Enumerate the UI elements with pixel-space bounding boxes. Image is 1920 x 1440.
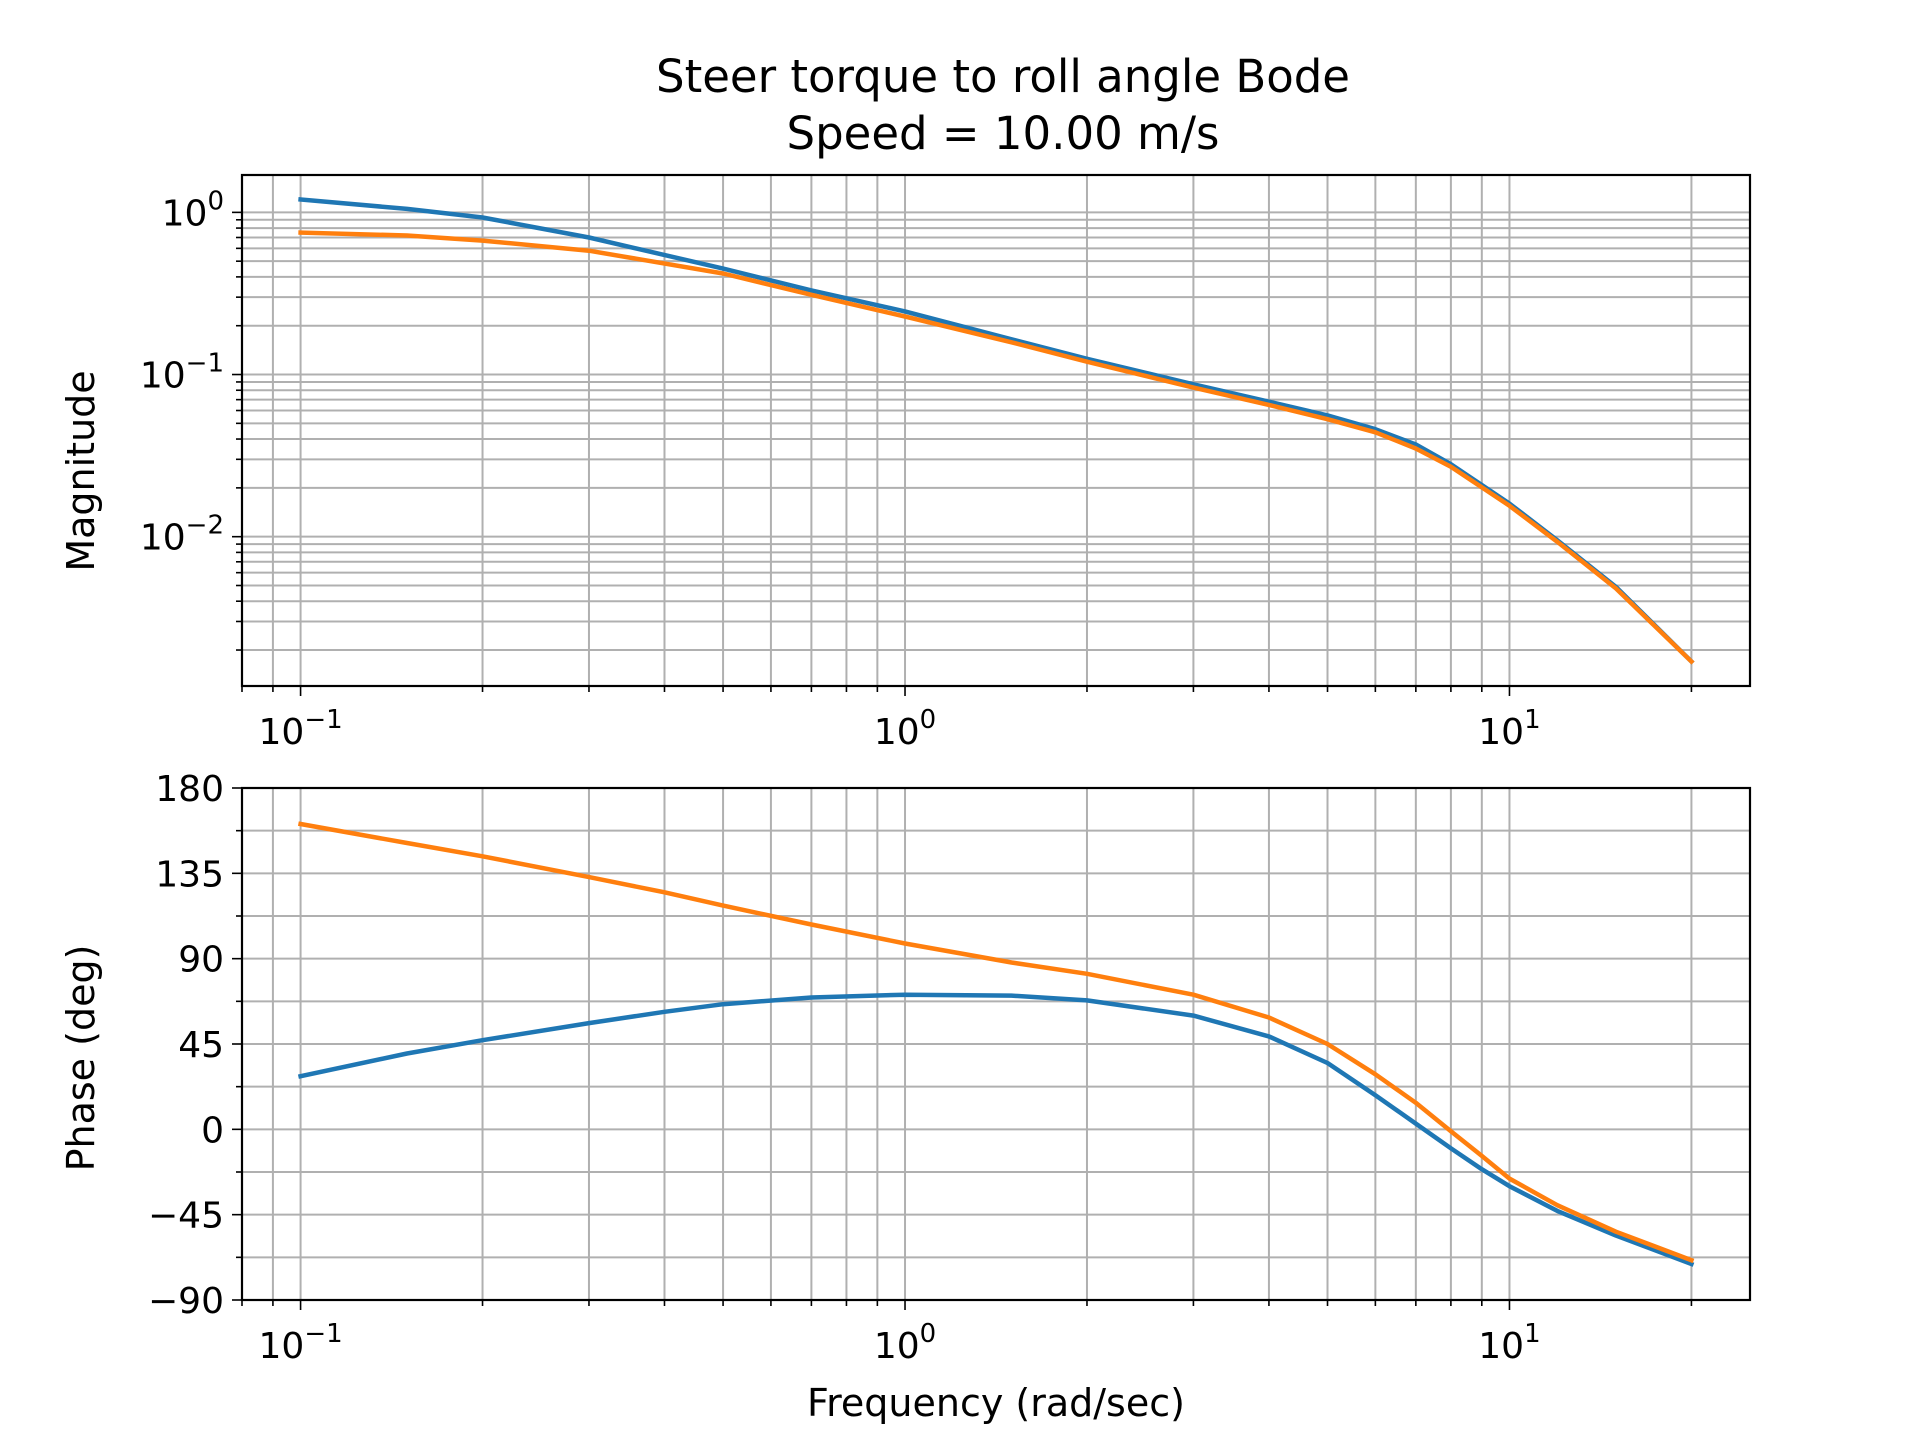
magnitude-grid — [241, 175, 1750, 686]
magnitude-ytick-label: 10−1 — [140, 349, 224, 397]
phase-ytick-label: 135 — [155, 854, 224, 895]
magnitude-plot: 10−1 100 101 100 10−1 10−2 — [140, 173, 1752, 753]
chart-title: Steer torque to roll angle Bode — [656, 50, 1350, 103]
phase-ytick-label: 90 — [178, 940, 224, 981]
phase-xtick-label: 10−1 — [259, 1319, 343, 1367]
phase-ytick-label: 0 — [201, 1110, 224, 1151]
phase-xtick-label: 101 — [1478, 1319, 1540, 1367]
magnitude-ylabel: Magnitude — [59, 370, 103, 571]
phase-ytick-label: 180 — [155, 769, 224, 810]
magnitude-xtick-label: 100 — [874, 705, 936, 753]
frequency-xlabel: Frequency (rad/sec) — [807, 1381, 1185, 1425]
phase-xtick-label: 100 — [874, 1319, 936, 1367]
phase-axes-frame — [240, 786, 1752, 1302]
phase-ylabel: Phase (deg) — [59, 945, 103, 1172]
phase-series — [297, 821, 1695, 1267]
phase-ytick-label: −90 — [148, 1281, 224, 1322]
magnitude-series-2-line — [298, 230, 1695, 665]
magnitude-ytick-label: 10−2 — [140, 511, 224, 559]
magnitude-xtick-label: 10−1 — [259, 705, 343, 753]
magnitude-series — [298, 197, 1695, 665]
phase-series-2-line — [297, 821, 1695, 1264]
phase-ytick-label: 45 — [178, 1025, 224, 1066]
phase-plot: 10−1 100 101 180 135 90 45 0 −45 −90 — [148, 769, 1752, 1367]
magnitude-xtick-label: 101 — [1478, 705, 1540, 753]
chart-subtitle: Speed = 10.00 m/s — [787, 107, 1220, 160]
magnitude-axes-frame — [240, 173, 1752, 688]
magnitude-ytick-label: 100 — [162, 186, 224, 234]
phase-ytick-label: −45 — [148, 1196, 224, 1237]
phase-series-1-line — [297, 992, 1695, 1267]
